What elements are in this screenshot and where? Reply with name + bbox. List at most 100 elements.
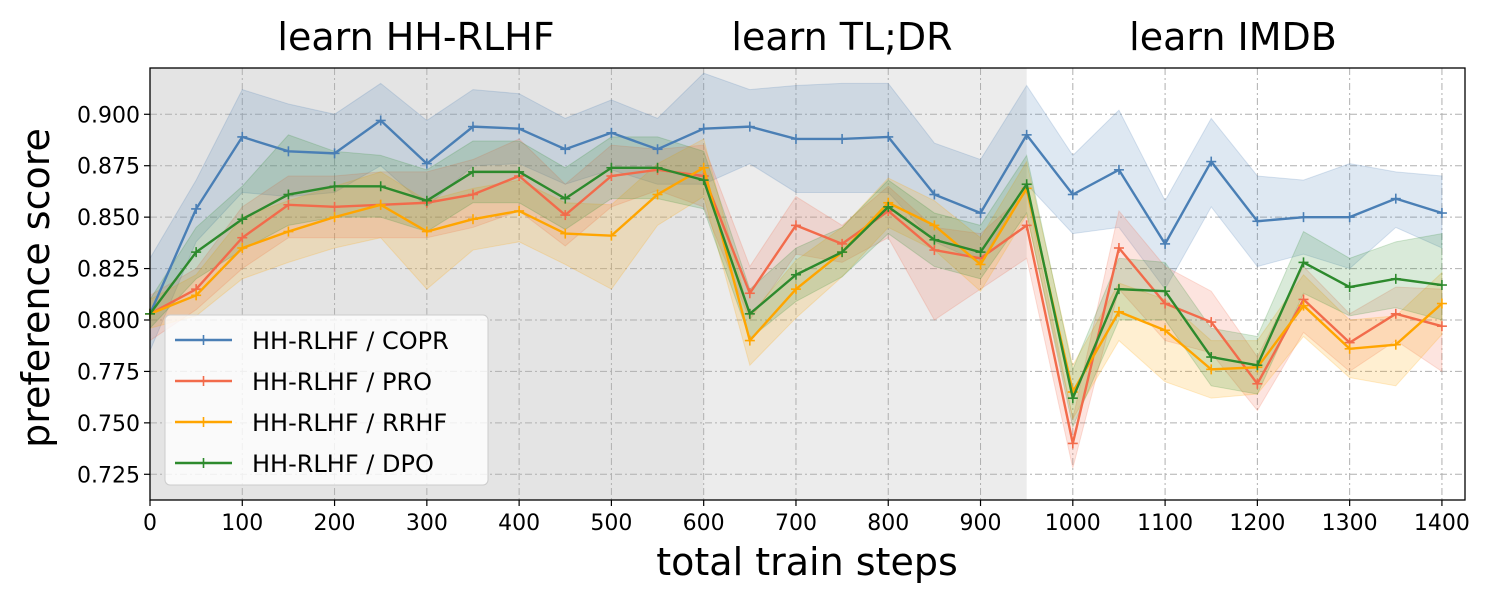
point-marker (1206, 352, 1217, 363)
plot-frame (149, 67, 1466, 501)
point-marker (1436, 280, 1447, 291)
x-tick-label: 400 (498, 511, 540, 536)
point-marker (652, 162, 663, 173)
legend-label: HH-RLHF / DPO (252, 450, 434, 478)
point-marker (1252, 378, 1263, 389)
x-tick-label: 500 (590, 511, 632, 536)
y-tick-label: 0.900 (77, 103, 140, 128)
x-tick-label: 1100 (1137, 511, 1193, 536)
point-marker (1113, 284, 1124, 295)
point-marker (790, 269, 801, 280)
point-marker (1113, 306, 1124, 317)
point-marker (467, 121, 478, 132)
point-marker (652, 189, 663, 200)
point-marker (1160, 286, 1171, 297)
point-marker (375, 181, 386, 192)
point-marker (698, 175, 709, 186)
point-marker (283, 146, 294, 157)
point-marker (560, 193, 571, 204)
x-tick-label: 300 (406, 511, 448, 536)
point-marker (1298, 257, 1309, 268)
point-marker (560, 210, 571, 221)
y-axis-label: preference score (14, 128, 58, 448)
point-marker (975, 259, 986, 270)
y-tick-label: 0.850 (77, 206, 140, 231)
point-marker (1113, 164, 1124, 175)
phase-title-hh-rlhf: learn HH-RLHF (277, 15, 554, 59)
band-series-0 (149, 72, 1443, 352)
y-tick-label: 0.750 (77, 412, 140, 437)
point-marker (790, 133, 801, 144)
point-marker (283, 199, 294, 210)
point-marker (560, 144, 571, 155)
x-tick-label: 800 (867, 511, 909, 536)
point-marker (698, 123, 709, 134)
point-marker (1021, 129, 1032, 140)
y-axis-ticks: 0.725 0.750 0.775 0.800 0.825 0.850 0.875 0.900 (77, 103, 150, 488)
band-series-3 (149, 134, 1443, 429)
legend-item: HH-RLHF / PRO (175, 368, 432, 396)
point-marker (1206, 156, 1217, 167)
point-marker (283, 226, 294, 237)
point-marker (744, 121, 755, 132)
legend-frame (164, 314, 489, 486)
point-marker (1252, 360, 1263, 371)
point-marker (1067, 438, 1078, 449)
point-marker (514, 123, 525, 134)
phase-title-tldr: learn TL;DR (731, 15, 952, 59)
point-marker (1298, 212, 1309, 223)
point-marker (652, 144, 663, 155)
point-marker (1021, 220, 1032, 231)
point-marker (1436, 321, 1447, 332)
series-lines (145, 115, 1447, 449)
point-marker (421, 158, 432, 169)
y-tick-label: 0.825 (77, 258, 140, 283)
x-tick-label: 1300 (1322, 511, 1378, 536)
point-marker (467, 214, 478, 225)
point-marker (237, 214, 248, 225)
point-marker (1390, 193, 1401, 204)
y-tick-label: 0.875 (77, 155, 140, 180)
point-marker (1390, 308, 1401, 319)
point-marker (514, 205, 525, 216)
y-tick-label: 0.725 (77, 463, 140, 488)
x-tick-label: 1000 (1045, 511, 1101, 536)
point-marker (514, 166, 525, 177)
point-marker (1067, 189, 1078, 200)
point-marker (975, 208, 986, 219)
point-marker (329, 212, 340, 223)
point-marker (421, 195, 432, 206)
point-marker (1298, 300, 1309, 311)
point-marker (1344, 343, 1355, 354)
point-marker (1113, 243, 1124, 253)
grid-lines (149, 68, 1465, 500)
phase-title-imdb: learn IMDB (1129, 15, 1337, 59)
point-marker (606, 230, 617, 241)
point-marker (1206, 364, 1217, 375)
x-tick-label: 600 (683, 511, 725, 536)
point-marker (283, 189, 294, 200)
point-marker (1344, 212, 1355, 223)
x-tick-label: 200 (314, 511, 356, 536)
x-tick-label: 1200 (1229, 511, 1285, 536)
point-marker (744, 308, 755, 319)
point-marker (191, 290, 202, 301)
point-marker (744, 288, 755, 299)
point-marker (790, 284, 801, 295)
point-marker (837, 247, 848, 258)
point-marker (560, 228, 571, 239)
x-axis-label: total train steps (656, 540, 958, 584)
point-marker (1021, 179, 1032, 190)
point-marker (191, 247, 202, 258)
point-marker (929, 245, 940, 256)
point-marker (467, 189, 478, 200)
x-tick-label: 900 (960, 511, 1002, 536)
x-tick-label: 700 (775, 511, 817, 536)
point-marker (698, 162, 709, 173)
point-marker (929, 234, 940, 245)
point-marker (1067, 393, 1078, 404)
point-marker (790, 220, 801, 231)
point-marker (1206, 317, 1217, 328)
legend: HH-RLHF / COPR HH-RLHF / PRO HH-RLHF / RRH… (164, 314, 489, 486)
point-marker (375, 199, 386, 210)
